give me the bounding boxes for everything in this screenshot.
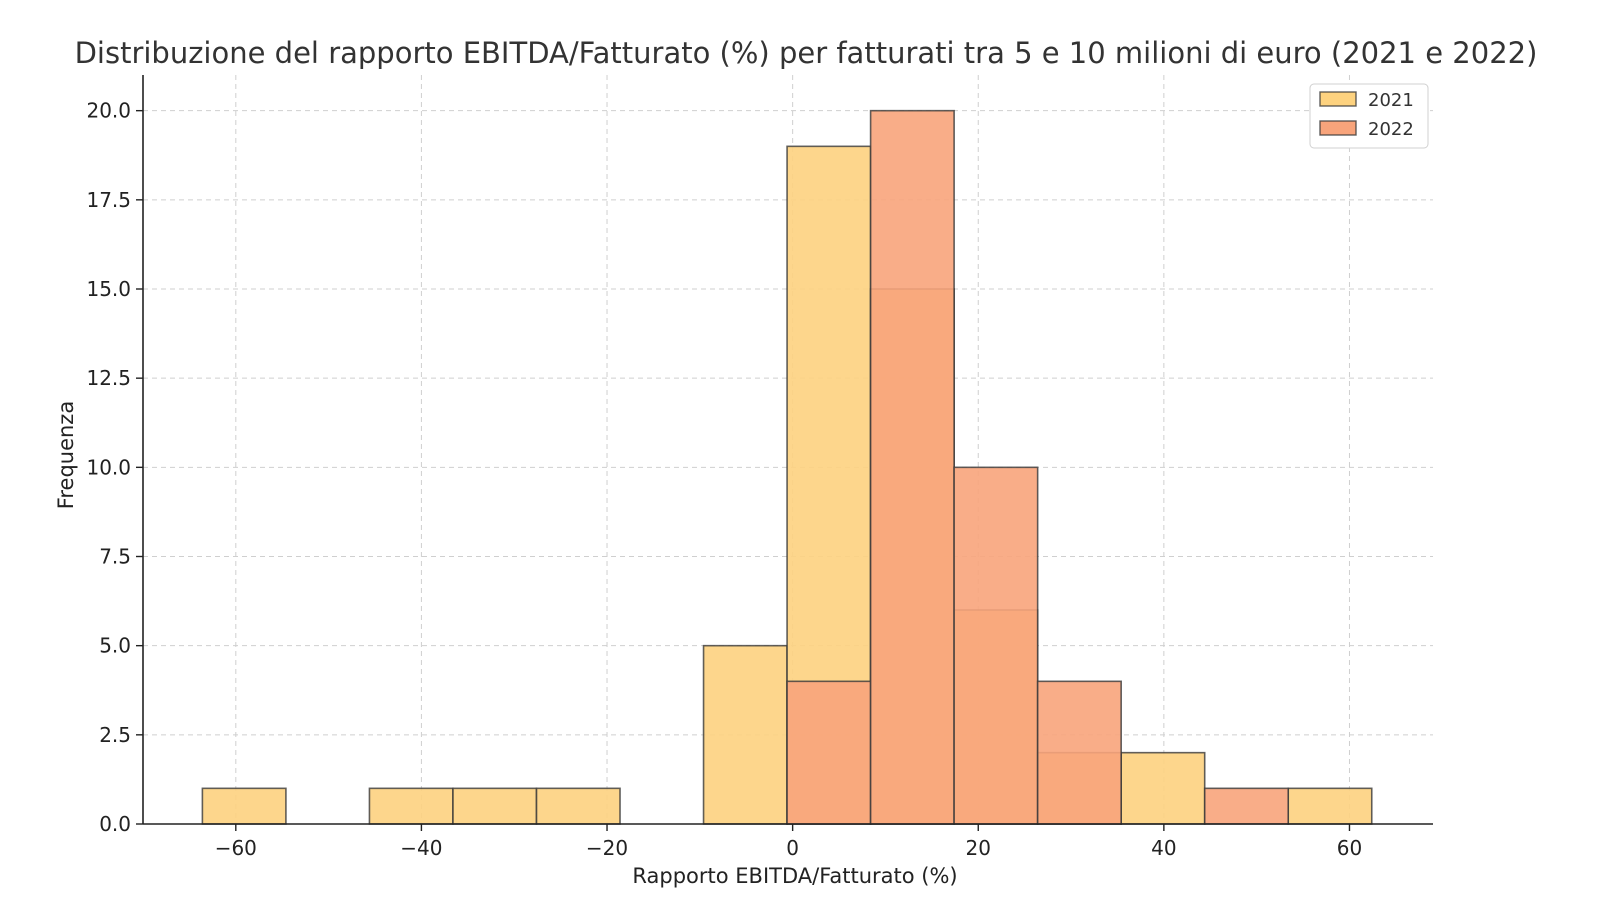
x-tick-label: 40 [1151, 836, 1176, 860]
x-tick-label: −60 [215, 836, 257, 860]
histogram-bar-2021 [702, 644, 788, 825]
x-tick-label: 20 [966, 836, 991, 860]
y-tick-label: 10.0 [86, 455, 131, 479]
chart-title: Distribuzione del rapporto EBITDA/Fattur… [75, 36, 1538, 70]
histogram-bar-2022 [1203, 787, 1290, 825]
legend-swatch-2021 [1319, 91, 1357, 107]
histogram-bar-2021 [1287, 787, 1373, 825]
histogram-bar-2022 [786, 680, 872, 825]
histogram-bar-2022 [869, 109, 955, 825]
y-tick-label: 7.5 [99, 545, 131, 569]
tick-labels: −60 −40 −20 0 20 40 60 0.0 2.5 5.0 7.5 10.0 12.5 15.0… [86, 99, 1362, 860]
histogram-bar-2021 [452, 787, 538, 825]
histogram-bar-2021 [201, 787, 287, 825]
legend-swatch-2022 [1319, 120, 1357, 136]
y-tick-label: 12.5 [86, 366, 131, 390]
y-tick-label: 2.5 [99, 723, 131, 747]
histogram-bar-2022 [1036, 680, 1122, 825]
y-tick-label: 17.5 [86, 188, 131, 212]
legend: 2021 2022 [1309, 83, 1429, 149]
x-tick-label: −40 [400, 836, 442, 860]
histogram-bar-2021 [368, 787, 454, 825]
y-tick-label: 5.0 [99, 634, 131, 658]
histogram-bar-2021 [535, 787, 621, 825]
x-axis-label: Rapporto EBITDA/Fatturato (%) [632, 864, 957, 888]
axes [136, 75, 1433, 831]
legend-label-2022: 2022 [1368, 119, 1414, 140]
legend-label-2021: 2021 [1368, 90, 1414, 111]
x-tick-label: 0 [786, 836, 799, 860]
y-tick-label: 15.0 [86, 277, 131, 301]
x-tick-label: 60 [1337, 836, 1362, 860]
y-tick-label: 20.0 [86, 99, 131, 123]
y-tick-label: 0.0 [99, 812, 131, 836]
histogram-bars [201, 109, 1373, 825]
y-axis-label: Frequenza [54, 401, 78, 509]
x-tick-label: −20 [586, 836, 628, 860]
histogram-bar-2021 [1120, 751, 1206, 825]
histogram-bar-2022 [953, 466, 1039, 825]
